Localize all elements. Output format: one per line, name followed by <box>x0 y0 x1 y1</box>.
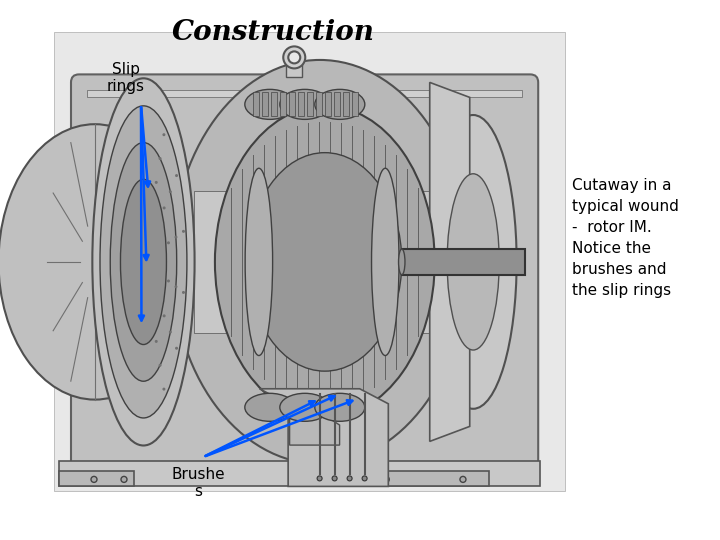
Bar <box>262 92 268 117</box>
Bar <box>343 92 348 117</box>
Circle shape <box>155 340 158 343</box>
Polygon shape <box>289 415 340 445</box>
Circle shape <box>169 190 172 193</box>
Polygon shape <box>87 90 522 97</box>
Ellipse shape <box>248 153 402 371</box>
Circle shape <box>158 364 161 367</box>
Bar <box>307 92 312 117</box>
Ellipse shape <box>430 115 517 409</box>
Ellipse shape <box>92 78 194 446</box>
Bar <box>54 32 565 491</box>
Ellipse shape <box>332 476 337 481</box>
Circle shape <box>174 235 177 239</box>
Ellipse shape <box>372 168 399 355</box>
Circle shape <box>175 347 178 350</box>
Circle shape <box>169 330 172 334</box>
Circle shape <box>167 241 170 244</box>
Ellipse shape <box>347 476 352 481</box>
Ellipse shape <box>460 476 466 482</box>
Ellipse shape <box>120 179 166 345</box>
Bar <box>334 92 340 117</box>
Ellipse shape <box>315 393 365 421</box>
Ellipse shape <box>288 51 300 63</box>
Circle shape <box>163 133 166 136</box>
FancyBboxPatch shape <box>71 75 539 469</box>
Bar <box>289 92 294 117</box>
Polygon shape <box>430 83 469 441</box>
Ellipse shape <box>383 476 390 482</box>
Bar <box>298 92 304 117</box>
Polygon shape <box>361 471 488 487</box>
Ellipse shape <box>280 393 330 421</box>
Circle shape <box>182 291 185 294</box>
Text: Slip
rings: Slip rings <box>107 62 145 94</box>
Bar <box>325 92 330 117</box>
Ellipse shape <box>245 393 294 421</box>
Text: Brushe
s: Brushe s <box>171 467 225 500</box>
Circle shape <box>163 314 166 318</box>
Circle shape <box>158 157 161 160</box>
Bar <box>253 92 258 117</box>
Ellipse shape <box>280 90 330 119</box>
Ellipse shape <box>121 476 127 482</box>
Bar <box>316 92 322 117</box>
Ellipse shape <box>91 476 97 482</box>
Ellipse shape <box>245 168 273 355</box>
Ellipse shape <box>245 90 294 119</box>
Bar <box>287 57 302 77</box>
Circle shape <box>163 206 166 210</box>
Ellipse shape <box>110 143 176 381</box>
Ellipse shape <box>100 106 187 418</box>
Circle shape <box>167 280 170 282</box>
Polygon shape <box>59 461 540 487</box>
Ellipse shape <box>283 46 305 69</box>
Ellipse shape <box>215 106 435 418</box>
Ellipse shape <box>317 476 322 481</box>
Circle shape <box>175 174 178 177</box>
Ellipse shape <box>315 90 365 119</box>
Ellipse shape <box>171 60 468 464</box>
Circle shape <box>163 388 166 390</box>
Ellipse shape <box>362 476 367 481</box>
Text: Cutaway in a
typical wound
-  rotor IM.
Notice the
brushes and
the slip rings: Cutaway in a typical wound - rotor IM. N… <box>572 178 679 298</box>
Circle shape <box>174 285 177 288</box>
Polygon shape <box>194 191 446 333</box>
Circle shape <box>182 230 185 233</box>
Circle shape <box>155 181 158 184</box>
Bar <box>280 92 286 117</box>
Ellipse shape <box>447 174 499 350</box>
Polygon shape <box>59 471 134 487</box>
Ellipse shape <box>399 249 405 275</box>
Bar <box>352 92 358 117</box>
Polygon shape <box>259 389 388 487</box>
Text: Construction: Construction <box>172 19 375 46</box>
Bar <box>271 92 276 117</box>
Polygon shape <box>402 249 525 275</box>
Ellipse shape <box>0 124 192 400</box>
